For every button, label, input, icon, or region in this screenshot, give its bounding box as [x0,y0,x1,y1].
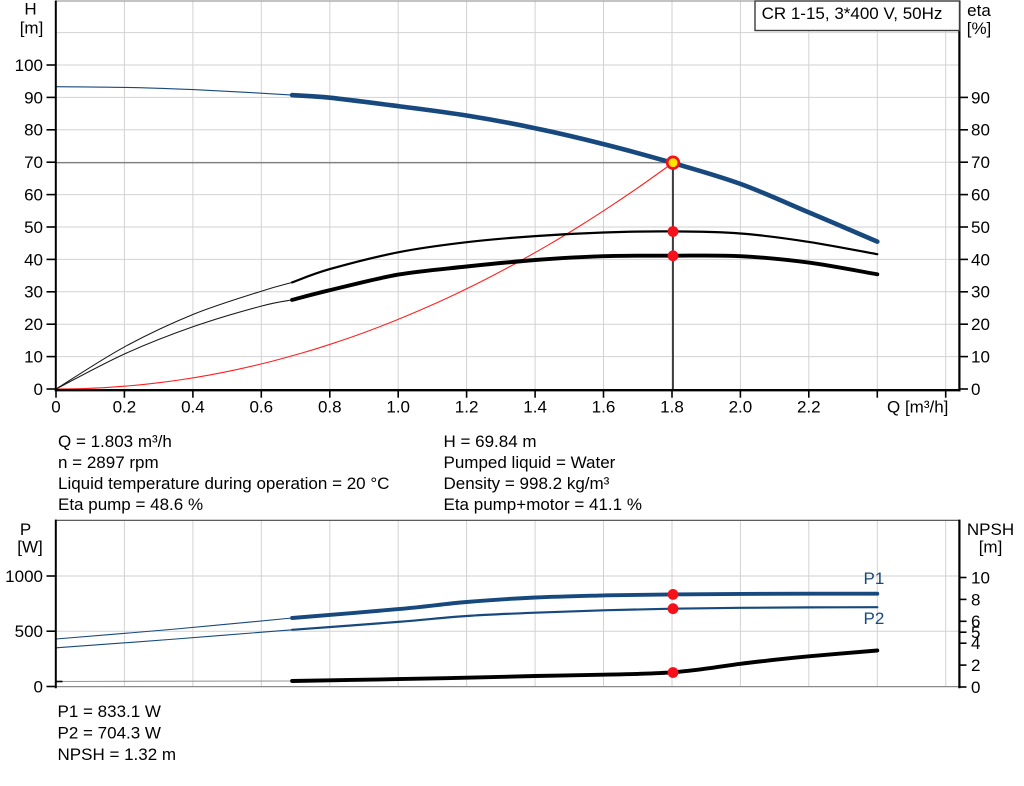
svg-text:8: 8 [971,590,980,609]
svg-text:H: H [24,0,36,19]
svg-text:10: 10 [971,568,990,587]
svg-text:Eta pump+motor = 41.1 %: Eta pump+motor = 41.1 % [444,495,642,514]
svg-text:80: 80 [971,121,990,140]
svg-text:2.0: 2.0 [729,398,753,417]
svg-text:80: 80 [24,121,43,140]
svg-text:70: 70 [24,153,43,172]
svg-text:Pumped liquid = Water: Pumped liquid = Water [444,453,616,472]
svg-text:0: 0 [51,398,60,417]
svg-text:[%]: [%] [967,19,992,38]
svg-text:Q [m³/h]: Q [m³/h] [887,398,948,417]
svg-text:1.8: 1.8 [660,398,684,417]
svg-text:100: 100 [15,56,43,75]
svg-text:0: 0 [971,380,980,399]
svg-text:10: 10 [24,348,43,367]
svg-text:2.2: 2.2 [797,398,821,417]
svg-text:CR 1-15, 3*400 V, 50Hz: CR 1-15, 3*400 V, 50Hz [762,4,943,23]
svg-text:Density = 998.2 kg/m³: Density = 998.2 kg/m³ [444,474,610,493]
svg-text:0.8: 0.8 [318,398,342,417]
svg-text:0.6: 0.6 [249,398,273,417]
svg-text:Liquid temperature during oper: Liquid temperature during operation = 20… [58,474,389,493]
svg-text:eta: eta [967,1,991,20]
svg-text:P: P [20,520,31,539]
svg-text:0: 0 [971,678,980,697]
svg-text:P2 = 704.3 W: P2 = 704.3 W [58,723,161,742]
svg-text:50: 50 [971,218,990,237]
svg-text:NPSH = 1.32 m: NPSH = 1.32 m [58,745,177,764]
svg-text:0: 0 [34,677,43,696]
svg-text:1.2: 1.2 [455,398,479,417]
svg-text:70: 70 [971,153,990,172]
svg-text:30: 30 [24,283,43,302]
svg-text:0.2: 0.2 [113,398,137,417]
svg-text:n = 2897 rpm: n = 2897 rpm [58,453,159,472]
svg-text:60: 60 [971,186,990,205]
svg-text:20: 20 [971,315,990,334]
svg-text:[m]: [m] [20,19,44,38]
svg-text:0.4: 0.4 [181,398,205,417]
svg-text:1000: 1000 [5,567,43,586]
svg-text:1.0: 1.0 [386,398,410,417]
svg-text:500: 500 [15,622,43,641]
svg-text:40: 40 [971,250,990,269]
svg-text:[W]: [W] [17,537,43,556]
svg-text:30: 30 [971,283,990,302]
svg-text:10: 10 [971,348,990,367]
svg-text:[m]: [m] [979,537,1003,556]
svg-text:1.6: 1.6 [592,398,616,417]
svg-text:P1: P1 [864,569,885,588]
svg-text:4: 4 [971,634,980,653]
svg-text:H = 69.84 m: H = 69.84 m [444,432,537,451]
svg-text:40: 40 [24,250,43,269]
svg-text:50: 50 [24,218,43,237]
svg-text:2: 2 [971,656,980,675]
svg-text:Q = 1.803 m³/h: Q = 1.803 m³/h [58,432,172,451]
svg-text:0: 0 [34,380,43,399]
svg-text:NPSH: NPSH [967,520,1014,539]
svg-text:1.4: 1.4 [523,398,547,417]
svg-text:P1 = 833.1 W: P1 = 833.1 W [58,702,161,721]
svg-text:20: 20 [24,315,43,334]
svg-text:Eta pump = 48.6 %: Eta pump = 48.6 % [58,495,203,514]
svg-text:60: 60 [24,186,43,205]
svg-text:P2: P2 [864,609,885,628]
svg-text:6: 6 [971,612,980,631]
svg-text:90: 90 [24,88,43,107]
svg-text:90: 90 [971,88,990,107]
svg-text:5: 5 [971,623,980,642]
